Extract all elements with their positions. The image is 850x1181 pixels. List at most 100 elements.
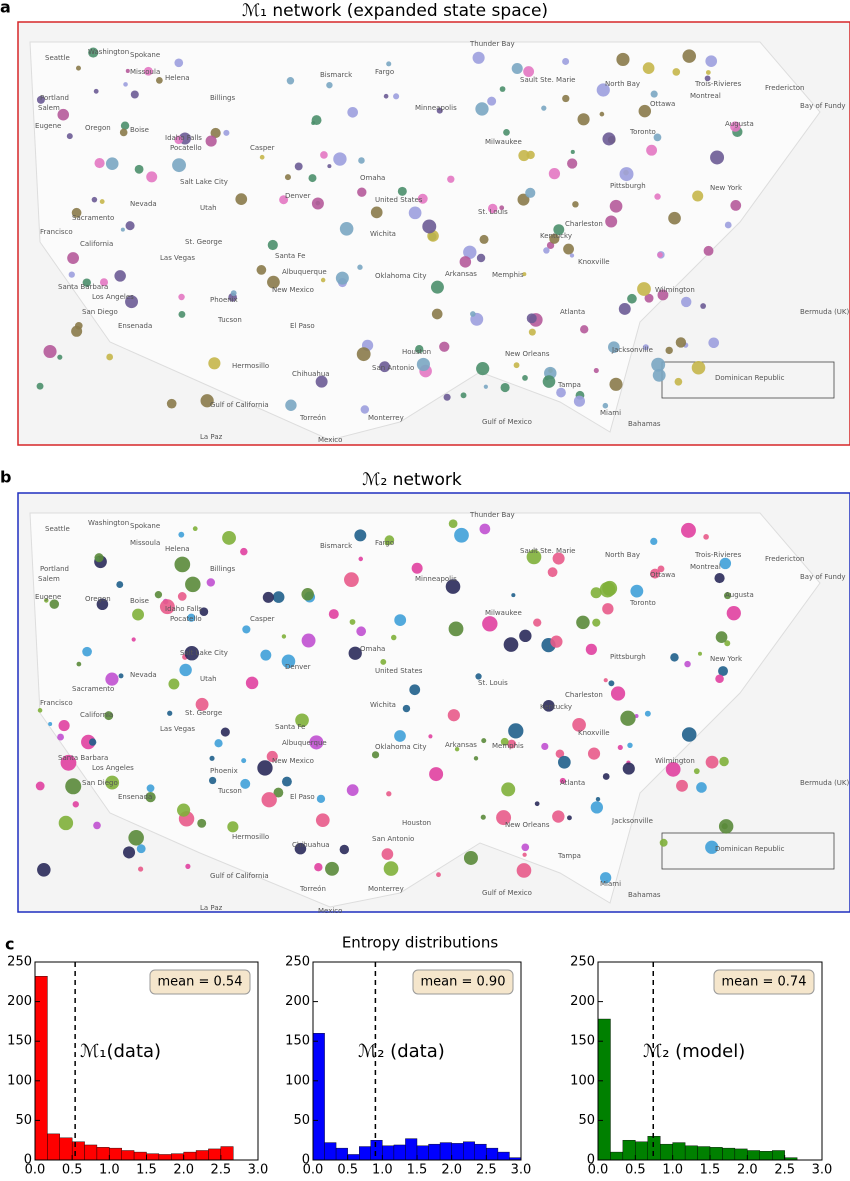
site-marker [459, 256, 472, 268]
site-marker [481, 738, 487, 744]
site-marker [411, 562, 423, 574]
bar [47, 1133, 60, 1161]
site-marker [145, 791, 156, 803]
map-label: Charleston [565, 220, 603, 228]
site-marker [99, 199, 105, 204]
x-tick-label: 1.0 [662, 1163, 683, 1178]
map-label: Torreón [299, 885, 326, 893]
site-marker [240, 778, 251, 789]
site-marker [66, 133, 73, 140]
map-label: Boise [130, 597, 149, 605]
site-marker [339, 844, 350, 855]
map-label: Salem [38, 104, 60, 112]
map-label: Idaho Falls [165, 605, 202, 613]
x-tick-label: 0.0 [303, 1163, 324, 1178]
site-marker [320, 277, 326, 283]
bar [659, 1143, 673, 1161]
site-marker [637, 282, 651, 296]
site-marker [383, 861, 399, 876]
map-label: Wilmington [655, 286, 695, 294]
y-tick-label: 100 [570, 1073, 595, 1088]
site-marker [349, 619, 356, 625]
map-label: Helena [165, 545, 190, 553]
map-label: Sault Ste. Marie [520, 547, 576, 555]
x-tick-label: 2.0 [173, 1163, 194, 1178]
site-marker [522, 852, 527, 857]
site-marker [431, 308, 443, 320]
map-label: St. George [185, 238, 222, 246]
histogram-title: ℳ₁(data) [80, 1041, 161, 1062]
map-label: California [80, 240, 113, 248]
site-marker [569, 253, 575, 258]
map-label: Miami [600, 409, 621, 417]
bar [34, 976, 48, 1161]
map-label: Boise [130, 126, 149, 134]
site-marker [346, 784, 359, 797]
site-marker [576, 615, 590, 630]
map-label: Salem [38, 575, 60, 583]
site-marker [602, 402, 609, 409]
site-marker [487, 203, 498, 214]
site-marker [93, 821, 101, 830]
map-label: Bismarck [320, 542, 353, 550]
mean-box [713, 969, 815, 995]
site-marker [482, 616, 498, 632]
map-label: Fredericton [765, 555, 804, 563]
x-tick-label: 2.5 [774, 1163, 795, 1178]
map-label: Chihuahua [292, 841, 330, 849]
map-label: New Orleans [505, 350, 550, 358]
site-marker [67, 252, 79, 264]
mean-label: mean = 0.90 [421, 975, 506, 990]
bar [347, 1154, 360, 1161]
x-tick-label: 3.0 [511, 1163, 532, 1178]
site-marker [230, 290, 237, 297]
site-marker [602, 132, 616, 146]
site-marker [644, 710, 651, 717]
site-marker [528, 328, 536, 336]
site-marker [88, 738, 97, 746]
site-marker [210, 127, 221, 139]
site-marker [593, 367, 599, 374]
site-marker [357, 187, 367, 197]
site-marker [704, 75, 711, 82]
map-label: La Paz [200, 433, 223, 441]
map-label: Houston [402, 819, 431, 827]
site-marker [675, 337, 687, 348]
site-marker [548, 167, 561, 180]
site-marker [120, 121, 130, 130]
map-label: Denver [285, 192, 311, 200]
site-marker [609, 377, 623, 391]
site-marker [208, 357, 221, 370]
site-marker [177, 803, 191, 817]
bar [697, 1146, 711, 1161]
map-label: St. Louis [478, 679, 508, 687]
site-marker [106, 353, 114, 361]
map-label: Toronto [629, 128, 656, 136]
site-marker [273, 787, 284, 798]
site-marker [693, 768, 700, 775]
x-tick-label: 3.0 [812, 1163, 833, 1178]
map-label: Tucson [217, 316, 242, 324]
map-label: Sault Ste. Marie [520, 76, 576, 84]
site-marker [128, 830, 144, 846]
site-marker [627, 742, 633, 748]
panel-label: b [0, 468, 11, 487]
map-label: Los Angeles [92, 764, 134, 772]
site-marker [380, 659, 387, 665]
map-label: California [80, 711, 113, 719]
site-marker [390, 634, 397, 641]
site-marker [36, 95, 45, 104]
x-tick-label: 2.5 [476, 1163, 497, 1178]
y-tick-label: 150 [570, 1034, 595, 1049]
site-marker [386, 791, 392, 797]
bar [428, 1143, 441, 1161]
map-label: Jacksonville [611, 346, 653, 354]
site-marker [123, 82, 128, 87]
map-label: Omaha [360, 174, 385, 182]
site-marker [718, 666, 728, 677]
site-marker [547, 567, 558, 578]
site-marker [146, 784, 155, 793]
bar [635, 1141, 649, 1161]
site-marker [386, 61, 392, 67]
map-label: Torreón [299, 414, 326, 422]
